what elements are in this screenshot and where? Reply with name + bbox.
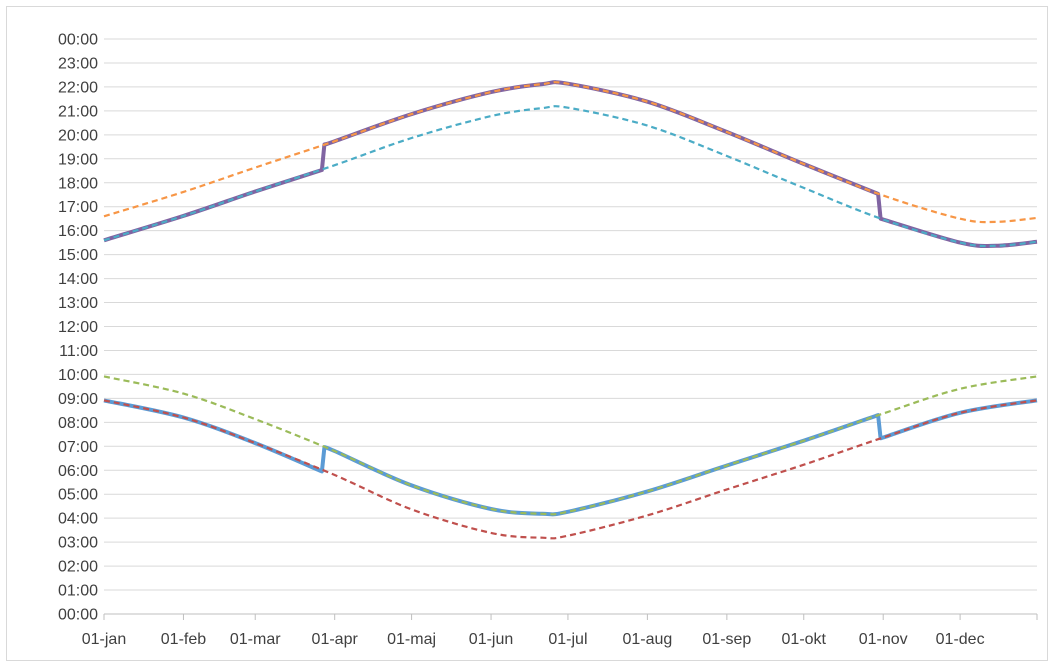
x-tick-label: 01-dec <box>936 631 985 648</box>
series-line-1 <box>103 398 1038 517</box>
y-tick-label: 17:00 <box>58 199 98 216</box>
y-tick-label: 06:00 <box>58 463 98 480</box>
y-tick-label: 03:00 <box>58 535 98 552</box>
series-line-2 <box>103 399 1038 540</box>
x-tick-label: 01-aug <box>622 631 672 648</box>
y-tick-label: 00:00 <box>58 32 98 49</box>
y-tick-label: 08:00 <box>58 415 98 432</box>
line-chart: 00:00 01:00 02:00 03:00 04:00 05:00 06:00 07:00… <box>58 32 1038 649</box>
x-tick-label: 01-mar <box>230 631 281 648</box>
series-layer <box>103 80 1038 540</box>
series-line-3 <box>103 375 1038 516</box>
y-tick-label: 05:00 <box>58 487 98 504</box>
y-tick-label: 23:00 <box>58 55 98 72</box>
y-tick-label: 13:00 <box>58 295 98 312</box>
x-tick-label: 01-okt <box>782 631 827 648</box>
y-tick-label: 20:00 <box>58 127 98 144</box>
x-tick-label: 01-jun <box>469 631 513 648</box>
y-tick-label: 21:00 <box>58 103 98 120</box>
y-tick-label: 02:00 <box>58 559 98 576</box>
x-tick-label: 01-maj <box>387 631 436 648</box>
y-tick-label: 11:00 <box>59 343 98 360</box>
x-tick-label: 01-apr <box>312 631 359 648</box>
x-tick-label: 01-nov <box>859 631 908 648</box>
axis-layer <box>103 613 1038 620</box>
y-tick-label: 01:00 <box>58 583 98 600</box>
series-line-6 <box>103 105 1038 248</box>
y-tick-label: 04:00 <box>58 511 98 528</box>
y-tick-label: 10:00 <box>58 367 98 384</box>
tick-label-layer: 00:00 01:00 02:00 03:00 04:00 05:00 06:00 07:00… <box>58 32 985 649</box>
y-tick-label: 15:00 <box>58 247 98 264</box>
grid-layer <box>104 38 1037 591</box>
x-tick-label: 01-feb <box>161 631 206 648</box>
series-line-5 <box>103 81 1038 224</box>
y-tick-label: 00:00 <box>58 607 98 624</box>
y-tick-label: 18:00 <box>58 175 98 192</box>
y-tick-label: 19:00 <box>58 151 98 168</box>
y-tick-label: 14:00 <box>58 271 98 288</box>
series-line-4 <box>103 80 1038 249</box>
y-tick-label: 12:00 <box>58 319 98 336</box>
x-tick-label: 01-jan <box>82 631 126 648</box>
y-tick-label: 09:00 <box>58 391 98 408</box>
y-tick-label: 07:00 <box>58 439 98 456</box>
x-tick-label: 01-sep <box>702 631 751 648</box>
x-tick-label: 01-jul <box>548 631 587 648</box>
y-tick-label: 16:00 <box>58 223 98 240</box>
chart-frame: 00:00 01:00 02:00 03:00 04:00 05:00 06:00 07:00… <box>6 6 1048 661</box>
y-tick-label: 22:00 <box>58 79 98 96</box>
